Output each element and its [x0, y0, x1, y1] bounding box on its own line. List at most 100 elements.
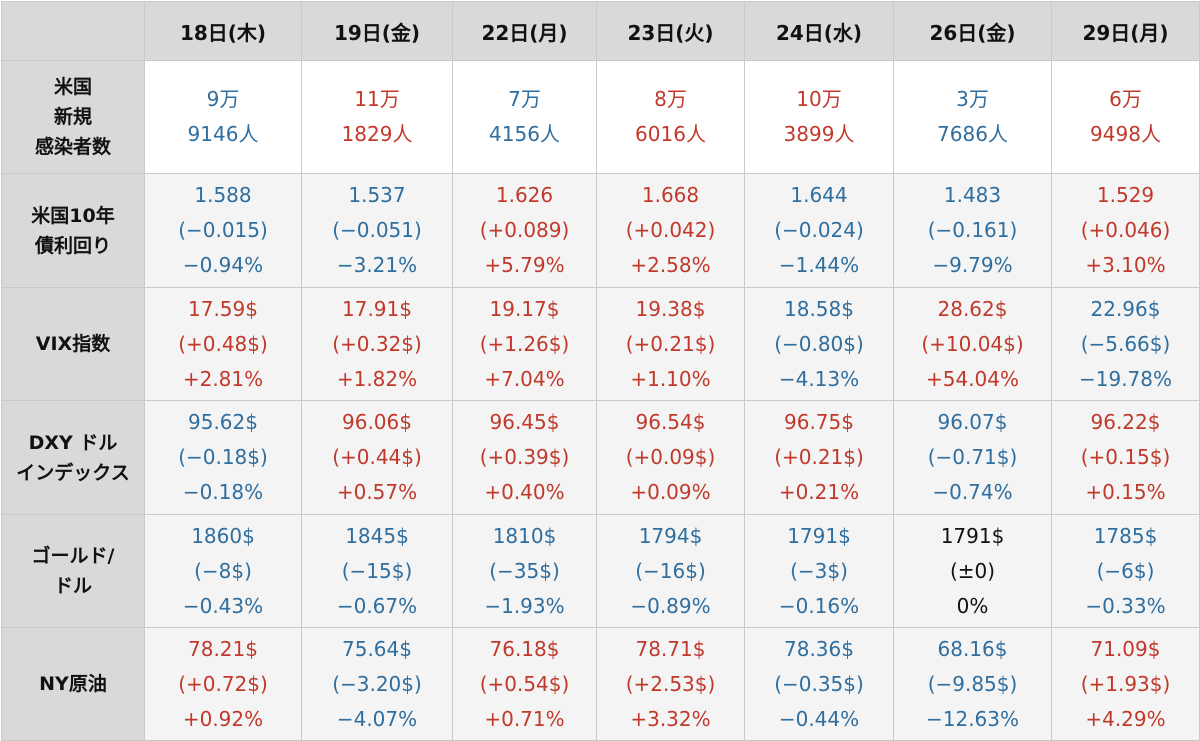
- cell-change: (+1.93$): [1080, 671, 1171, 696]
- row-label-line: 新規: [53, 106, 92, 128]
- row-vix: VIX指数 17.59$ (+0.48$) +2.81% 17.91$ (+0.32$) +…: [1, 287, 1200, 401]
- cell-change: (+0.54$): [479, 671, 570, 696]
- cell-pct: −0.43%: [182, 593, 264, 618]
- cell-change: (+0.21$): [774, 445, 864, 469]
- cell-change: (−0.015): [178, 218, 268, 242]
- cell-pct: −0.74%: [932, 480, 1013, 504]
- data-cell: 6万 9498人: [1051, 60, 1200, 174]
- cell-value: 68.16$: [937, 636, 1008, 661]
- cell-value: 96.75$: [784, 410, 854, 434]
- cell-change: (−5.66$): [1080, 331, 1171, 356]
- date-header: 23日(火): [596, 1, 745, 61]
- row-label-line: インデックス: [16, 461, 130, 484]
- cell-change: (−3$): [790, 558, 848, 583]
- row-new-cases: 米国 新規 感染者数 9万 9146人 11万 1829人 7万 4156人 8万 6016人 10万…: [1, 60, 1200, 174]
- data-cell: 1.668 (+0.042) +2.58%: [596, 173, 745, 288]
- data-cell: 96.06$ (+0.44$) +0.57%: [301, 400, 453, 515]
- row-label-line: 米国: [53, 76, 92, 98]
- cell-value: 3万: [956, 87, 989, 111]
- cell-pct: −19.78%: [1078, 366, 1173, 391]
- cell-pct: 0%: [956, 593, 989, 618]
- cell-value: 1794$: [638, 523, 703, 548]
- cell-value: 18.58$: [784, 296, 854, 321]
- cell-pct: −0.16%: [778, 593, 860, 618]
- data-cell: 9万 9146人: [144, 60, 302, 174]
- cell-pct: +0.09%: [630, 480, 711, 504]
- date-header: 24日(水): [744, 1, 894, 61]
- cell-value: 1.644: [790, 183, 848, 207]
- data-cell: 7万 4156人: [452, 60, 597, 174]
- row-label: DXY ドル インデックス: [1, 400, 145, 515]
- data-cell: 78.71$ (+2.53$) +3.32%: [596, 627, 745, 741]
- cell-pct: 3899人: [783, 122, 855, 146]
- row-label-line: 米国10年: [31, 204, 115, 227]
- cell-value: 78.21$: [188, 636, 258, 661]
- cell-change: (+0.32$): [332, 331, 422, 356]
- cell-change: (+2.53$): [625, 671, 716, 696]
- data-cell: 1.483 (−0.161) −9.79%: [893, 173, 1052, 288]
- cell-value: 71.09$: [1090, 636, 1161, 661]
- cell-pct: +5.79%: [484, 253, 565, 277]
- cell-value: 1791$: [787, 523, 851, 548]
- cell-change: (+0.046): [1080, 218, 1171, 242]
- cell-value: 75.64$: [342, 636, 412, 661]
- data-cell: 76.18$ (+0.54$) +0.71%: [452, 627, 597, 741]
- cell-pct: −0.94%: [182, 253, 264, 277]
- row-label-line: VIX指数: [35, 333, 111, 355]
- cell-value: 17.91$: [342, 296, 412, 321]
- row-ny-crude: NY原油 78.21$ (+0.72$) +0.92% 75.64$ (−3.20$) −4…: [1, 627, 1200, 741]
- cell-value: 96.07$: [937, 410, 1008, 434]
- cell-change: (+10.04$): [921, 331, 1024, 356]
- data-cell: 18.58$ (−0.80$) −4.13%: [744, 287, 894, 401]
- row-label-line: 感染者数: [34, 136, 111, 158]
- data-cell: 1.588 (−0.015) −0.94%: [144, 173, 302, 288]
- cell-change: (+0.09$): [625, 445, 716, 469]
- cell-pct: −4.07%: [336, 706, 418, 731]
- cell-value: 1791$: [940, 523, 1005, 548]
- cell-change: (+0.48$): [178, 331, 268, 356]
- cell-change: (−16$): [635, 558, 706, 583]
- data-cell: 28.62$ (+10.04$) +54.04%: [893, 287, 1052, 401]
- cell-pct: +2.58%: [630, 253, 711, 277]
- data-cell: 95.62$ (−0.18$) −0.18%: [144, 400, 302, 515]
- cell-change: (+0.15$): [1080, 445, 1171, 469]
- cell-pct: +3.10%: [1085, 253, 1166, 277]
- cell-value: 1785$: [1093, 523, 1158, 548]
- cell-change: (−0.024): [774, 218, 864, 242]
- cell-value: 11万: [354, 87, 400, 111]
- cell-value: 1.483: [943, 183, 1002, 207]
- cell-pct: −1.93%: [484, 593, 565, 618]
- cell-pct: −3.21%: [336, 253, 418, 277]
- cell-pct: −1.44%: [778, 253, 860, 277]
- row-label: VIX指数: [1, 287, 145, 401]
- cell-pct: 7686人: [937, 122, 1008, 146]
- cell-value: 1.537: [348, 183, 406, 207]
- data-cell: 1860$ (−8$) −0.43%: [144, 514, 302, 628]
- cell-value: 17.59$: [188, 296, 258, 321]
- cell-change: (+0.39$): [479, 445, 570, 469]
- cell-value: 19.38$: [635, 296, 706, 321]
- cell-value: 1.626: [495, 183, 554, 207]
- cell-value: 1810$: [492, 523, 557, 548]
- data-cell: 96.07$ (−0.71$) −0.74%: [893, 400, 1052, 515]
- cell-change: (+0.042): [625, 218, 716, 242]
- row-label-line: ゴールド/: [31, 545, 115, 567]
- data-cell: 71.09$ (+1.93$) +4.29%: [1051, 627, 1200, 741]
- row-gold: ゴールド/ドル 1860$ (−8$) −0.43% 1845$ (−15$) −0.67%…: [1, 514, 1200, 628]
- date-header: 22日(月): [452, 1, 597, 61]
- cell-change: (+1.26$): [479, 331, 570, 356]
- cell-change: (−3.20$): [332, 671, 422, 696]
- data-cell: 8万 6016人: [596, 60, 745, 174]
- cell-change: (−8$): [194, 558, 252, 583]
- cell-value: 96.54$: [635, 410, 706, 434]
- cell-change: (−0.35$): [774, 671, 864, 696]
- cell-pct: 9498人: [1090, 122, 1161, 146]
- cell-pct: −0.89%: [630, 593, 711, 618]
- data-cell: 78.36$ (−0.35$) −0.44%: [744, 627, 894, 741]
- cell-change: (−9.85$): [927, 671, 1018, 696]
- cell-value: 96.45$: [489, 410, 560, 434]
- cell-change: (−15$): [341, 558, 413, 583]
- cell-value: 28.62$: [937, 296, 1008, 321]
- row-label-line: 債利回り: [34, 234, 111, 257]
- cell-value: 19.17$: [489, 296, 560, 321]
